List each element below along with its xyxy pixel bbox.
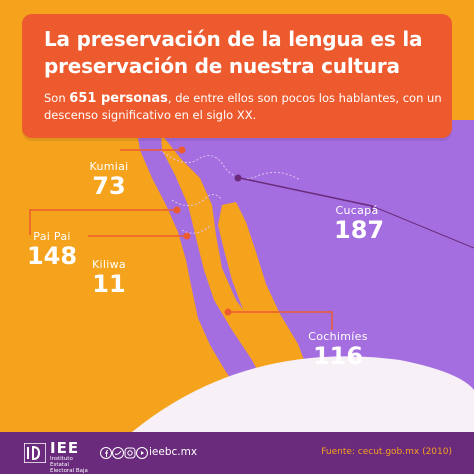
language-name: Cochimíes — [308, 330, 368, 343]
mainland-shape — [150, 120, 474, 432]
cochimies-line — [228, 311, 333, 330]
label-paipai: Pai Pai 148 — [24, 230, 80, 269]
website-link[interactable]: ieebc.mx — [149, 446, 198, 458]
subtitle-before: Son — [44, 91, 70, 105]
label-kumiai: Kumiai 73 — [84, 160, 134, 199]
language-name: Pai Pai — [33, 230, 71, 243]
peninsula-shape — [135, 120, 284, 432]
page-subtitle: Son 651 personas, de entre ellos son poc… — [44, 90, 444, 123]
source-note: Fuente: cecut.gob.mx (2010) — [321, 447, 452, 457]
cochimies-dot — [224, 308, 232, 316]
language-count: 148 — [26, 242, 78, 270]
language-count: 73 — [92, 172, 126, 200]
language-name: Kumiai — [89, 160, 129, 173]
kiliwa-dot — [183, 232, 191, 240]
subtitle-after: , de entre ellos son pocos los hablantes… — [44, 91, 442, 122]
label-kiliwa: Kiliwa 11 — [86, 258, 132, 297]
language-name: Cucapá — [335, 204, 379, 217]
instagram-icon[interactable] — [124, 447, 136, 459]
language-count: 187 — [334, 216, 385, 244]
subtitle-number: 651 personas — [69, 91, 168, 106]
facebook-icon[interactable] — [100, 447, 112, 459]
paipai-dot — [173, 206, 181, 214]
youtube-icon[interactable] — [136, 447, 148, 459]
kumiai-dot — [178, 146, 186, 154]
label-cochimies: Cochimíes 116 — [304, 330, 372, 369]
logo-subtitle: Instituto Estatal Electoral Baja Califor… — [50, 456, 88, 474]
cucapa-dot — [234, 174, 242, 182]
label-cucapa: Cucapá 187 — [334, 204, 385, 244]
language-count: 11 — [92, 270, 126, 298]
iee-logo-icon — [24, 443, 46, 463]
paipai-line — [29, 209, 175, 235]
page-title: La preservación de la lengua es la prese… — [44, 27, 423, 78]
logo-name: IEE — [50, 439, 80, 457]
footer: IEE Instituto Estatal Electoral Baja Cal… — [0, 432, 474, 474]
language-count: 116 — [312, 342, 364, 370]
title-card: La preservación de la lengua es la prese… — [22, 14, 452, 138]
twitter-icon[interactable] — [112, 447, 124, 459]
ocean-arc — [132, 356, 474, 432]
language-name: Kiliwa — [92, 258, 126, 271]
